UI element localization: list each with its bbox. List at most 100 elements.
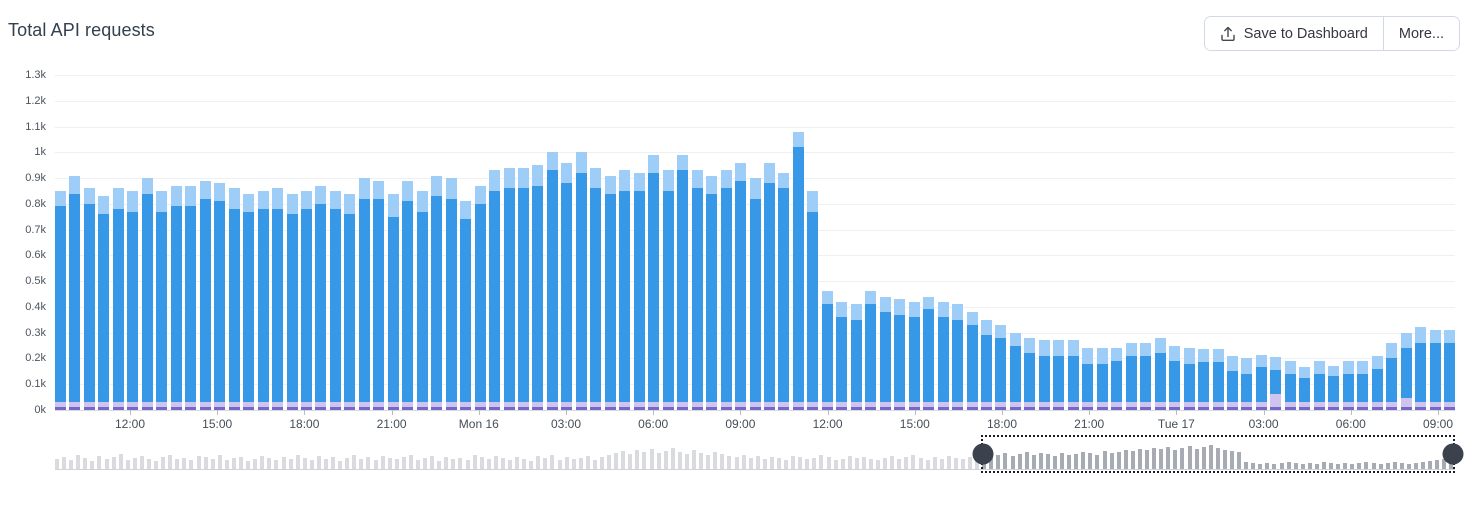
- bar[interactable]: [1082, 348, 1094, 410]
- bar[interactable]: [387, 193, 399, 410]
- bar[interactable]: [1125, 342, 1137, 410]
- bar[interactable]: [981, 319, 992, 410]
- bar[interactable]: [156, 190, 168, 410]
- bar[interactable]: [344, 193, 356, 410]
- bar[interactable]: [1371, 355, 1383, 410]
- bar[interactable]: [1038, 340, 1050, 410]
- bar[interactable]: [1270, 357, 1282, 410]
- bar[interactable]: [1400, 332, 1412, 410]
- bar[interactable]: [83, 188, 95, 410]
- bar[interactable]: [373, 180, 385, 410]
- bar[interactable]: [749, 178, 761, 410]
- bar[interactable]: [228, 188, 240, 410]
- bar[interactable]: [937, 301, 949, 410]
- bar[interactable]: [778, 172, 790, 410]
- bar[interactable]: [662, 170, 674, 410]
- bar-chart-plot-area[interactable]: [55, 75, 1455, 411]
- bar[interactable]: [1198, 349, 1210, 410]
- bar[interactable]: [821, 291, 833, 410]
- bar[interactable]: [619, 170, 631, 410]
- bar[interactable]: [792, 131, 804, 410]
- bar[interactable]: [1096, 348, 1108, 410]
- bar[interactable]: [1328, 366, 1340, 410]
- bar[interactable]: [1111, 348, 1123, 410]
- bar[interactable]: [923, 296, 935, 410]
- bar[interactable]: [1140, 342, 1152, 410]
- bar[interactable]: [1284, 361, 1296, 410]
- bar[interactable]: [272, 188, 284, 410]
- bar[interactable]: [98, 196, 110, 410]
- bar[interactable]: [575, 152, 587, 410]
- bar[interactable]: [112, 188, 124, 410]
- brush-handle-left[interactable]: [972, 443, 994, 465]
- bar[interactable]: [1415, 327, 1427, 410]
- bar[interactable]: [416, 190, 428, 410]
- bar[interactable]: [879, 296, 891, 410]
- bar[interactable]: [1183, 348, 1195, 410]
- bar[interactable]: [199, 180, 211, 410]
- bar[interactable]: [1357, 361, 1369, 410]
- bar[interactable]: [1255, 354, 1267, 410]
- bar[interactable]: [1444, 330, 1455, 410]
- bar[interactable]: [286, 193, 298, 410]
- bar[interactable]: [908, 301, 920, 410]
- bar[interactable]: [691, 170, 703, 410]
- bar[interactable]: [1024, 337, 1036, 410]
- bar[interactable]: [648, 154, 660, 410]
- bar[interactable]: [445, 178, 457, 410]
- bar[interactable]: [358, 178, 370, 410]
- bar[interactable]: [1313, 361, 1325, 410]
- bar[interactable]: [633, 172, 645, 410]
- bar[interactable]: [170, 185, 182, 410]
- bar[interactable]: [1169, 345, 1181, 410]
- bar[interactable]: [1429, 330, 1441, 410]
- bar[interactable]: [995, 324, 1007, 410]
- bar[interactable]: [836, 301, 848, 410]
- bar[interactable]: [1342, 361, 1354, 410]
- bar[interactable]: [807, 190, 819, 410]
- bar[interactable]: [257, 190, 269, 410]
- bar[interactable]: [474, 185, 486, 410]
- time-brush-minimap[interactable]: [55, 435, 1464, 473]
- bar[interactable]: [489, 170, 501, 410]
- bar[interactable]: [1009, 332, 1021, 410]
- bar[interactable]: [966, 312, 978, 410]
- bar[interactable]: [590, 167, 602, 410]
- bar[interactable]: [1299, 367, 1311, 410]
- bar[interactable]: [127, 190, 139, 410]
- bar[interactable]: [460, 201, 472, 410]
- bar[interactable]: [865, 291, 877, 410]
- bar[interactable]: [706, 175, 718, 410]
- more-button[interactable]: More...: [1382, 17, 1459, 50]
- bar[interactable]: [55, 190, 66, 410]
- bar[interactable]: [1154, 337, 1166, 410]
- bar[interactable]: [431, 175, 443, 410]
- save-to-dashboard-button[interactable]: Save to Dashboard: [1204, 17, 1383, 50]
- bar[interactable]: [735, 162, 747, 410]
- brush-handle-right[interactable]: [1442, 443, 1464, 465]
- bar[interactable]: [546, 152, 558, 410]
- bar[interactable]: [503, 167, 515, 410]
- brush-selection[interactable]: [972, 435, 1464, 473]
- bar[interactable]: [402, 180, 414, 410]
- bar[interactable]: [243, 193, 255, 410]
- bar[interactable]: [1067, 340, 1079, 410]
- bar[interactable]: [720, 170, 732, 410]
- bar[interactable]: [850, 304, 862, 410]
- bar[interactable]: [315, 185, 327, 410]
- bar[interactable]: [763, 162, 775, 410]
- bar[interactable]: [1241, 358, 1253, 410]
- bar[interactable]: [604, 175, 616, 410]
- bar[interactable]: [300, 190, 312, 410]
- bar[interactable]: [561, 162, 573, 410]
- bar[interactable]: [1386, 342, 1398, 410]
- bar[interactable]: [69, 175, 81, 410]
- bar[interactable]: [677, 154, 689, 410]
- bar[interactable]: [185, 185, 197, 410]
- bar[interactable]: [329, 190, 341, 410]
- bar[interactable]: [894, 299, 906, 410]
- bar[interactable]: [1053, 340, 1065, 410]
- bar[interactable]: [214, 183, 226, 410]
- bar[interactable]: [532, 165, 544, 410]
- bar[interactable]: [1226, 355, 1238, 410]
